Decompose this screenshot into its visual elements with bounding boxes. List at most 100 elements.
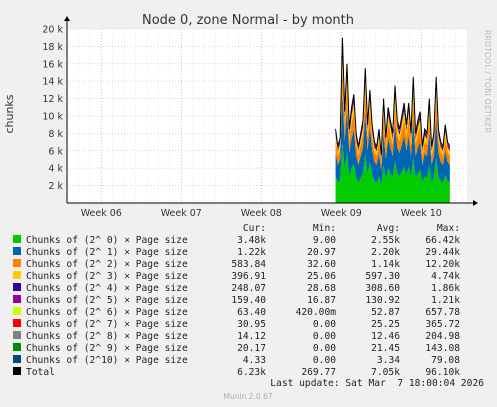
legend-max: 66.42k — [425, 235, 460, 246]
legend-avg: 52.87 — [371, 307, 400, 318]
y-tick-label: 12 k — [42, 94, 63, 105]
legend-cur: 1.22k — [237, 247, 266, 258]
legend-swatch — [13, 355, 21, 363]
legend-min: 0.00 — [313, 355, 336, 366]
legend-header-min: Min: — [313, 223, 336, 234]
legend-max: 96.10k — [425, 367, 460, 378]
rrdtool-credit: RRDTOOL / TOBI OETIKER — [483, 30, 492, 133]
legend-avg: 2.55k — [371, 235, 400, 246]
legend-max: 1.21k — [431, 295, 460, 306]
legend-label: Chunks of (2^ 9) × Page size — [26, 343, 188, 354]
legend-swatch — [13, 295, 21, 303]
x-tick-label: Week 07 — [161, 208, 202, 219]
legend-swatch — [13, 343, 21, 351]
y-axis-label: chunks — [3, 94, 16, 133]
area-series-4 — [335, 43, 450, 159]
total-line — [335, 37, 451, 156]
y-tick-label: 14 k — [42, 77, 63, 88]
legend-label: Chunks of (2^ 6) × Page size — [26, 307, 188, 318]
legend-avg: 1.14k — [371, 259, 400, 270]
legend-label: Chunks of (2^10) × Page size — [26, 355, 188, 366]
legend-max: 365.72 — [425, 319, 460, 330]
area-series-0 — [335, 143, 450, 203]
legend-swatch — [13, 259, 21, 267]
x-tick-label: Week 06 — [81, 208, 122, 219]
legend-min: 32.60 — [307, 259, 336, 270]
legend-avg: 7.05k — [371, 367, 400, 378]
y-tick-label: 8 k — [48, 129, 63, 140]
legend-label: Chunks of (2^ 5) × Page size — [26, 295, 188, 306]
x-tick-label: Week 09 — [321, 208, 362, 219]
legend-min: 0.00 — [313, 319, 336, 330]
legend-label: Chunks of (2^ 7) × Page size — [26, 319, 188, 330]
legend-cur: 396.91 — [231, 271, 266, 282]
legend-label: Chunks of (2^ 3) × Page size — [26, 271, 188, 282]
legend-label: Chunks of (2^ 2) × Page size — [26, 259, 188, 270]
legend-swatch — [13, 247, 21, 255]
legend-swatch — [13, 307, 21, 315]
legend-max: 143.08 — [425, 343, 460, 354]
legend-cur: 63.40 — [237, 307, 266, 318]
y-tick-labels: 2 k 4 k 6 k 8 k 10 k 12 k 14 k 16 k 18 k 20 k — [42, 25, 63, 193]
legend-max: 204.98 — [425, 331, 460, 342]
x-tick-label: Week 10 — [401, 208, 442, 219]
legend-avg: 3.34 — [377, 355, 400, 366]
legend-avg: 597.30 — [365, 271, 400, 282]
legend: Cur: Min: Avg: Max: Chunks of (2^ 0) × P… — [13, 223, 460, 378]
area-series-2 — [335, 65, 450, 171]
legend-swatch — [13, 331, 21, 339]
legend-min: 420.00m — [296, 307, 337, 318]
last-update: Last update: Sat Mar 7 18:00:04 2026 — [270, 378, 484, 389]
legend-avg: 2.20k — [371, 247, 400, 258]
legend-swatch — [13, 235, 21, 243]
legend-avg: 130.92 — [365, 295, 400, 306]
legend-min: 16.87 — [307, 295, 336, 306]
legend-header-cur: Cur: — [243, 223, 266, 234]
legend-avg: 308.60 — [365, 283, 400, 294]
legend-cur: 248.07 — [231, 283, 266, 294]
munin-version: Munin 2.0.67 — [223, 392, 272, 401]
y-tick-label: 16 k — [42, 59, 63, 70]
legend-swatch — [13, 319, 21, 327]
legend-max: 1.86k — [431, 283, 460, 294]
y-tick-label: 6 k — [48, 146, 63, 157]
area-series-1 — [335, 91, 450, 186]
legend-min: 9.00 — [313, 235, 336, 246]
axes — [64, 16, 478, 206]
legend-cur: 6.23k — [237, 367, 266, 378]
legend-cur: 583.84 — [231, 259, 266, 270]
legend-swatch — [13, 283, 21, 291]
legend-label: Chunks of (2^ 1) × Page size — [26, 247, 188, 258]
legend-cur: 30.95 — [237, 319, 266, 330]
legend-label: Chunks of (2^ 0) × Page size — [26, 235, 188, 246]
legend-header-max: Max: — [437, 223, 460, 234]
legend-header-avg: Avg: — [377, 223, 400, 234]
x-tick-label: Week 08 — [241, 208, 282, 219]
legend-min: 0.00 — [313, 331, 336, 342]
legend-min: 20.97 — [307, 247, 336, 258]
legend-min: 25.06 — [307, 271, 336, 282]
legend-swatch — [13, 271, 21, 279]
legend-avg: 12.46 — [371, 331, 400, 342]
legend-min: 269.77 — [301, 367, 336, 378]
legend-avg: 21.45 — [371, 343, 400, 354]
legend-max: 79.08 — [431, 355, 460, 366]
legend-avg: 25.25 — [371, 319, 400, 330]
y-tick-label: 4 k — [48, 164, 63, 175]
legend-max: 12.20k — [425, 259, 460, 270]
legend-cur: 3.48k — [237, 235, 266, 246]
legend-cur: 4.33 — [243, 355, 266, 366]
legend-cur: 20.17 — [237, 343, 266, 354]
legend-label: Chunks of (2^ 4) × Page size — [26, 283, 188, 294]
y-axis-arrow — [64, 16, 70, 21]
legend-cur: 14.12 — [237, 331, 266, 342]
y-tick-label: 20 k — [42, 25, 63, 36]
x-axis-arrow — [473, 200, 478, 206]
legend-min: 0.00 — [313, 343, 336, 354]
legend-swatch — [13, 367, 21, 375]
legend-cur: 159.40 — [231, 295, 266, 306]
y-tick-label: 10 k — [42, 112, 63, 123]
legend-label: Total — [26, 367, 55, 378]
legend-max: 4.74k — [431, 271, 460, 282]
